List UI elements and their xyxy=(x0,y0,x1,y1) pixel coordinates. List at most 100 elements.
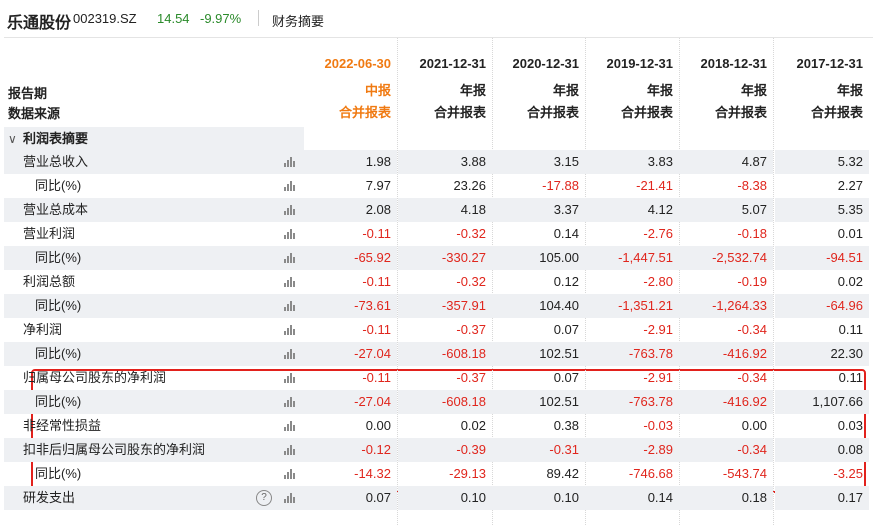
row-label: 同比(%) xyxy=(4,390,304,414)
table-cell: -763.78 xyxy=(585,390,679,414)
bar-chart-icon[interactable] xyxy=(284,469,296,479)
row-label-text: 营业总收入 xyxy=(23,154,89,169)
row-label: 研发支出? xyxy=(4,486,304,510)
collapse-chevron-icon[interactable]: ∨ xyxy=(8,132,17,146)
table-cell: 22.30 xyxy=(775,342,869,366)
table-cell: 1,107.66 xyxy=(775,390,869,414)
table-cell: -2.76 xyxy=(643,226,673,241)
table-cell: -2.80 xyxy=(643,274,673,289)
table-cell: 0.03 xyxy=(837,418,863,433)
table-cell: 4.18 xyxy=(398,198,492,222)
column-header-type: 年报 xyxy=(836,83,863,98)
table-cell: 0.02 xyxy=(837,274,863,289)
column-header-date: 2018-12-31 xyxy=(700,56,768,71)
bar-chart-icon[interactable] xyxy=(284,253,296,263)
row-label: 净利润 xyxy=(4,318,304,342)
table-cell: -0.12 xyxy=(303,438,397,462)
row-label-text: 同比(%) xyxy=(35,178,82,193)
column-header-source: 合并报表 xyxy=(526,105,579,120)
table-cell: -21.41 xyxy=(636,178,673,193)
report-period-label: 报告期 xyxy=(8,86,48,101)
column-header-type: 中报 xyxy=(364,83,391,98)
table-cell: -17.88 xyxy=(542,178,579,193)
bar-chart-icon[interactable] xyxy=(284,493,296,503)
column-header-source: 合并报表 xyxy=(810,105,863,120)
column-header-source: 合并报表 xyxy=(714,105,767,120)
table-cell: 0.18 xyxy=(679,486,773,510)
section-header[interactable]: ∨ 利润表摘要 xyxy=(4,127,304,151)
column-divider xyxy=(679,38,680,525)
column-header-type: 年报 xyxy=(552,83,579,98)
table-cell: 1.98 xyxy=(303,150,397,174)
bar-chart-icon[interactable] xyxy=(284,301,296,311)
table-cell: -94.51 xyxy=(775,246,869,270)
bar-chart-icon[interactable] xyxy=(284,157,296,167)
column-header-source: 合并报表 xyxy=(620,105,673,120)
row-label: 同比(%) xyxy=(4,342,304,366)
table-cell: -0.39 xyxy=(398,438,492,462)
table-cell: -2.91 xyxy=(643,322,673,337)
bar-chart-icon[interactable] xyxy=(284,445,296,455)
table-cell: 3.37 xyxy=(491,198,585,222)
table-cell: -330.27 xyxy=(398,246,492,270)
table-cell: -608.18 xyxy=(398,342,492,366)
bar-chart-icon[interactable] xyxy=(284,277,296,287)
table-cell: 0.02 xyxy=(460,418,486,433)
table-cell: 0.14 xyxy=(553,226,579,241)
row-label: 非经常性损益 xyxy=(4,414,304,438)
bar-chart-icon[interactable] xyxy=(284,349,296,359)
table-cell: -65.92 xyxy=(303,246,397,270)
help-icon[interactable]: ? xyxy=(256,490,272,506)
table-cell: -0.34 xyxy=(737,370,767,385)
table-cell: -0.37 xyxy=(456,322,486,337)
table-cell: -0.03 xyxy=(643,418,673,433)
table-cell: -416.92 xyxy=(679,342,773,366)
table-cell: -0.11 xyxy=(362,370,391,385)
table-cell: 5.07 xyxy=(679,198,773,222)
table-cell: 102.51 xyxy=(491,390,585,414)
table-cell: 0.38 xyxy=(553,418,579,433)
financial-table: 报告期 数据来源 ∨ 利润表摘要 2022-06-30 中报 合并报表 2021-12… xyxy=(4,37,873,525)
bar-chart-icon[interactable] xyxy=(284,205,296,215)
bar-chart-icon[interactable] xyxy=(284,325,296,335)
table-cell: -0.34 xyxy=(737,322,767,337)
bar-chart-icon[interactable] xyxy=(284,229,296,239)
table-cell: -0.32 xyxy=(456,274,486,289)
table-cell: -64.96 xyxy=(775,294,869,318)
row-label-text: 利润总额 xyxy=(23,274,76,289)
row-label: 同比(%) xyxy=(4,246,304,270)
table-cell: -14.32 xyxy=(354,466,391,481)
column-header-date: 2017-12-31 xyxy=(796,56,864,71)
bar-chart-icon[interactable] xyxy=(284,181,296,191)
table-cell: -0.11 xyxy=(362,274,391,289)
table-cell: 104.40 xyxy=(491,294,585,318)
row-label-text: 归属母公司股东的净利润 xyxy=(23,370,167,385)
stock-change: -9.97% xyxy=(200,11,242,26)
table-cell: 102.51 xyxy=(491,342,585,366)
table-cell: 0.00 xyxy=(365,418,391,433)
stock-code: 002319.SZ xyxy=(73,11,137,26)
table-cell: 0.11 xyxy=(838,370,863,385)
row-label: 归属母公司股东的净利润 xyxy=(4,366,304,390)
table-cell: -1,264.33 xyxy=(679,294,773,318)
table-cell: -0.34 xyxy=(679,438,773,462)
section-title: 利润表摘要 xyxy=(23,131,89,146)
table-cell: 0.14 xyxy=(585,486,679,510)
row-label: 同比(%) xyxy=(4,462,304,486)
table-cell: 0.00 xyxy=(741,418,767,433)
tab-financial-summary[interactable]: 财务摘要 xyxy=(272,14,325,29)
table-cell: 0.10 xyxy=(398,486,492,510)
bar-chart-icon[interactable] xyxy=(284,373,296,383)
bar-chart-icon[interactable] xyxy=(284,397,296,407)
table-cell: -3.25 xyxy=(833,466,863,481)
table-cell: -0.11 xyxy=(362,226,391,241)
column-header-source: 合并报表 xyxy=(338,105,391,120)
bar-chart-icon[interactable] xyxy=(284,421,296,431)
stock-header: 乐通股份 002319.SZ 14.54 -9.97% 财务摘要 xyxy=(0,0,873,36)
table-cell: 2.08 xyxy=(303,198,397,222)
row-data-source: 数据来源 xyxy=(4,102,304,126)
table-cell: 23.26 xyxy=(453,178,486,193)
table-cell: -27.04 xyxy=(303,390,397,414)
table-cell: -746.68 xyxy=(628,466,673,481)
table-cell: -608.18 xyxy=(398,390,492,414)
